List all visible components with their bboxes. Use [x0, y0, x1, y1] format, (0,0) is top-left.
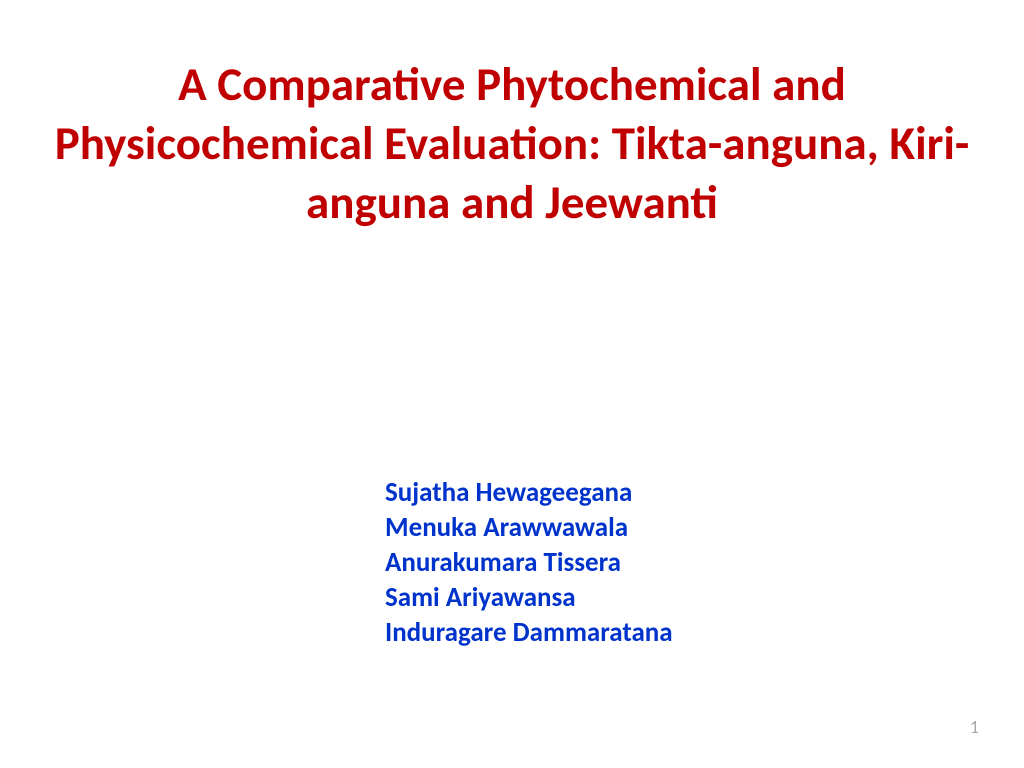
author-name: Induragare Dammaratana: [385, 615, 673, 650]
presentation-slide: A Comparative Phytochemical and Physicoc…: [0, 0, 1024, 768]
author-name: Sami Ariyawansa: [385, 580, 673, 615]
author-name: Anurakumara Tissera: [385, 545, 673, 580]
authors-block: Sujatha Hewageegana Menuka Arawwawala An…: [385, 475, 673, 650]
author-name: Menuka Arawwawala: [385, 510, 673, 545]
author-name: Sujatha Hewageegana: [385, 475, 673, 510]
page-number: 1: [970, 716, 979, 738]
slide-title: A Comparative Phytochemical and Physicoc…: [40, 55, 984, 231]
